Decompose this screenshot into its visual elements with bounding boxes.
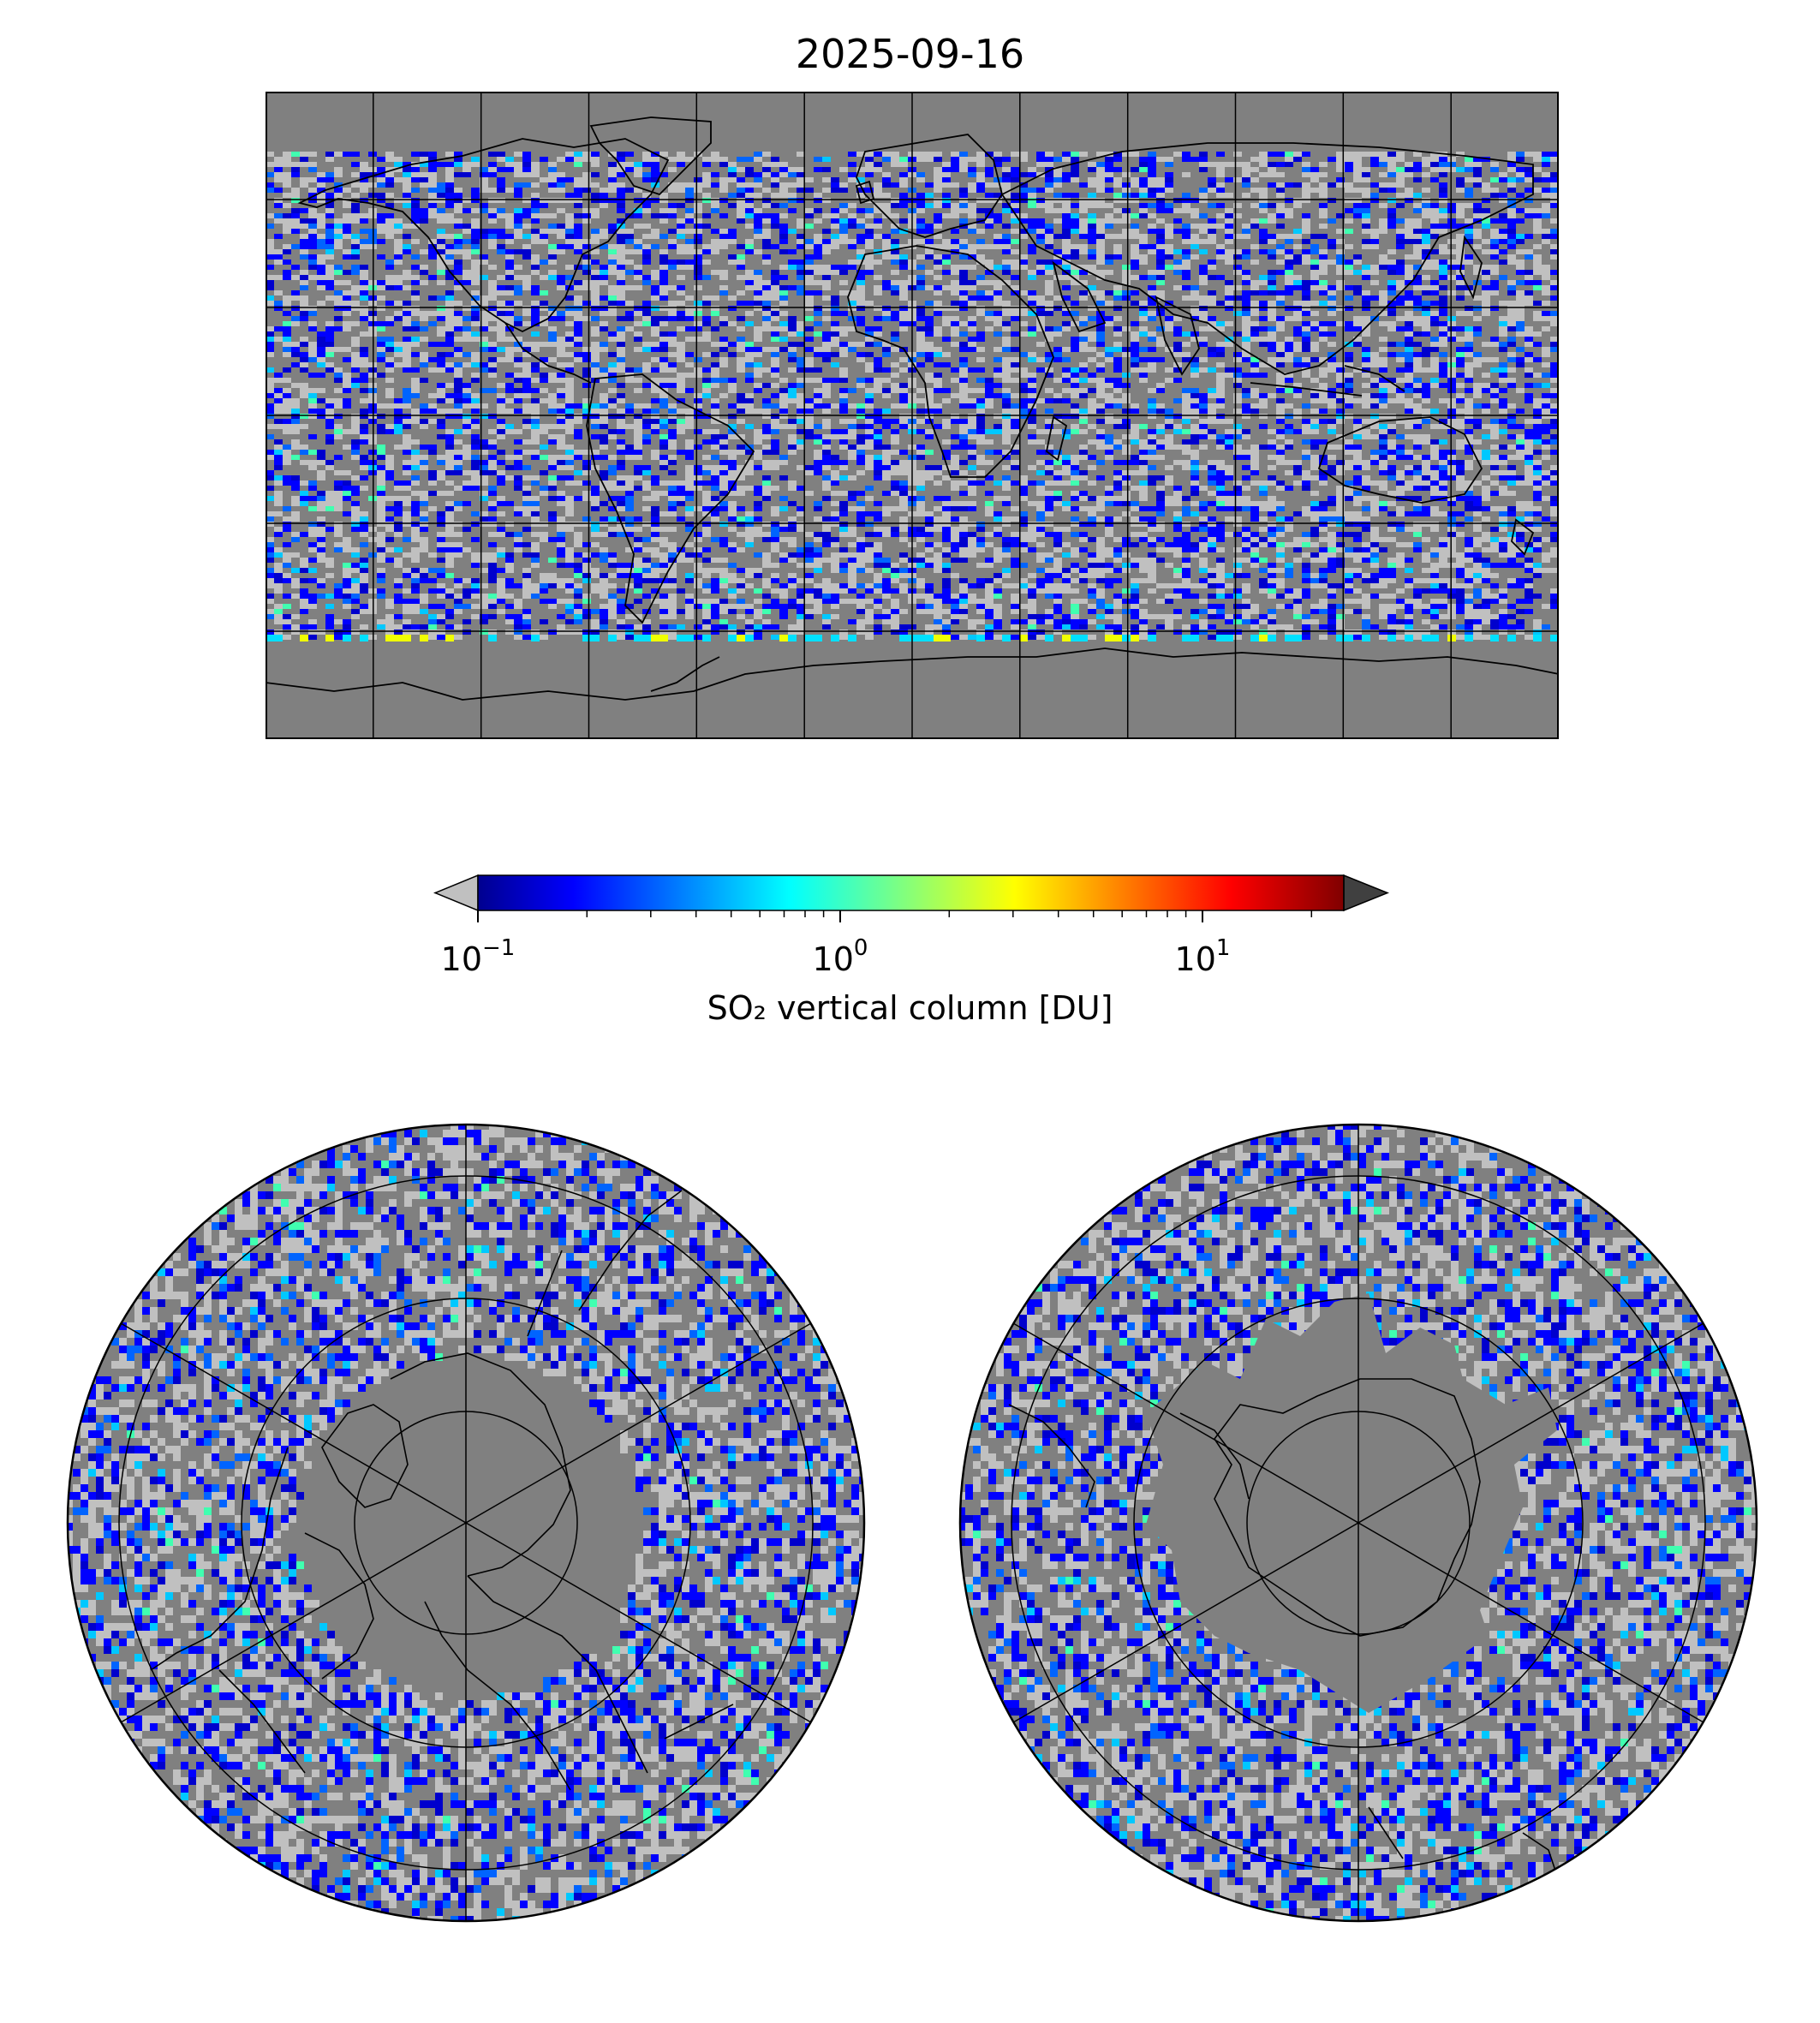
world-data-pixels [266,152,1559,642]
colorbar-tick-label-0: 10−1 [440,935,516,978]
colorbar [433,874,1390,922]
south-polar-no-data-region [1146,1293,1557,1713]
north-polar-data-pixels [68,1125,864,1921]
colorbar-gradient [478,875,1344,910]
north-polar-map [66,1123,866,1923]
north-polar-coastlines [150,1190,734,1791]
south-polar-gridlines [1011,1125,1706,1921]
world-gridlines [266,92,1559,739]
north-polar-gridlines [118,1125,814,1921]
colorbar-label: SO₂ vertical column [DU] [707,989,1113,1027]
colorbar-tick-label-1: 100 [812,935,868,978]
north-polar-frame [66,1123,866,1923]
colorbar-frame [477,874,1345,911]
colorbar-tick-label-2: 101 [1174,935,1231,978]
figure-title: 2025-09-16 [795,31,1025,77]
colorbar-major-ticks [477,910,1203,922]
colorbar-under-extension [433,874,479,912]
world-map-frame [266,92,1559,739]
colorbar-minor-ticks [586,910,1313,917]
world-map [266,92,1559,739]
world-coastlines [266,116,1559,701]
south-polar-frame [958,1123,1758,1923]
south-polar-map [958,1123,1758,1923]
colorbar-over-extension [1343,874,1390,912]
